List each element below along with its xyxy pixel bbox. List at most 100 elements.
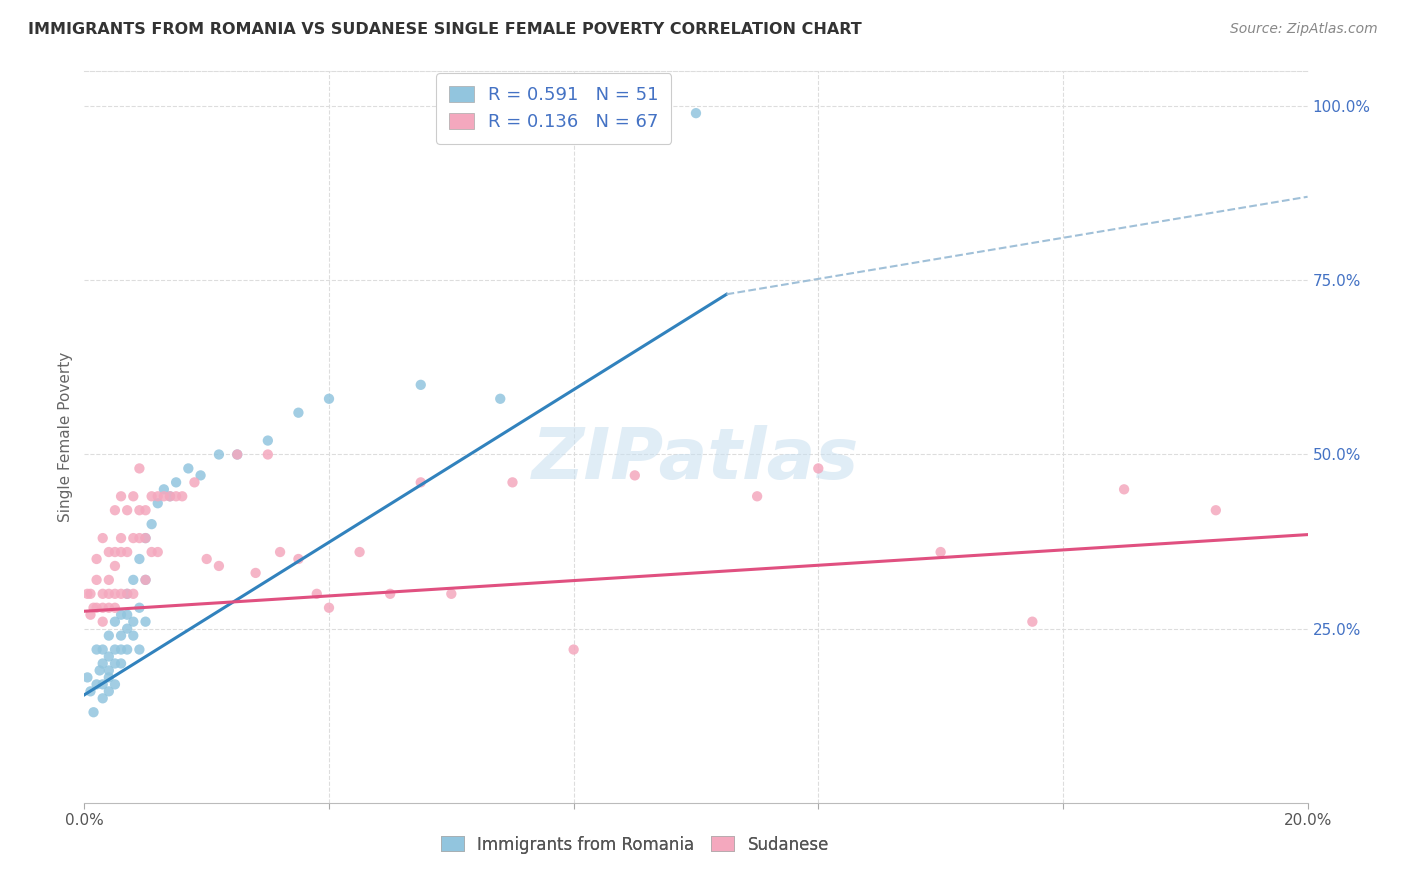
Point [122, 615, 145, 629]
Point [135, 573, 157, 587]
Point [104, 600, 127, 615]
Point [195, 552, 218, 566]
Point [97, 670, 120, 684]
Point [91, 691, 114, 706]
Point [747, 489, 769, 503]
Point [318, 392, 340, 406]
Point [1021, 615, 1043, 629]
Point [685, 106, 707, 120]
Point [153, 489, 176, 503]
Point [79, 587, 101, 601]
Point [349, 545, 371, 559]
Point [104, 503, 127, 517]
Point [128, 503, 150, 517]
Point [190, 468, 212, 483]
Point [624, 468, 647, 483]
Point [146, 489, 169, 503]
Point [104, 558, 127, 573]
Point [128, 552, 150, 566]
Point [153, 483, 176, 497]
Point [409, 475, 432, 490]
Point [146, 496, 169, 510]
Point [89, 664, 111, 678]
Point [172, 489, 194, 503]
Point [97, 545, 120, 559]
Point [135, 615, 157, 629]
Point [257, 448, 280, 462]
Point [409, 377, 432, 392]
Point [226, 448, 249, 462]
Point [135, 531, 157, 545]
Point [122, 489, 145, 503]
Point [318, 600, 340, 615]
Point [79, 684, 101, 698]
Point [141, 545, 163, 559]
Point [287, 406, 309, 420]
Point [110, 545, 132, 559]
Point [86, 677, 108, 691]
Point [165, 475, 187, 490]
Point [104, 587, 127, 601]
Point [1205, 503, 1227, 517]
Point [115, 587, 138, 601]
Point [91, 587, 114, 601]
Point [97, 664, 120, 678]
Point [122, 629, 145, 643]
Point [128, 642, 150, 657]
Point [287, 552, 309, 566]
Point [135, 531, 157, 545]
Point [91, 600, 114, 615]
Point [141, 489, 163, 503]
Point [208, 558, 231, 573]
Point [91, 615, 114, 629]
Point [86, 642, 108, 657]
Point [929, 545, 952, 559]
Point [489, 392, 512, 406]
Point [110, 629, 132, 643]
Text: ZIPatlas: ZIPatlas [533, 425, 859, 493]
Point [380, 587, 402, 601]
Point [135, 573, 157, 587]
Point [110, 657, 132, 671]
Point [110, 607, 132, 622]
Point [97, 573, 120, 587]
Point [104, 642, 127, 657]
Point [269, 545, 291, 559]
Point [122, 573, 145, 587]
Point [97, 684, 120, 698]
Point [104, 545, 127, 559]
Point [91, 531, 114, 545]
Point [159, 489, 181, 503]
Point [110, 642, 132, 657]
Point [91, 642, 114, 657]
Text: IMMIGRANTS FROM ROMANIA VS SUDANESE SINGLE FEMALE POVERTY CORRELATION CHART: IMMIGRANTS FROM ROMANIA VS SUDANESE SING… [28, 22, 862, 37]
Point [115, 642, 138, 657]
Point [128, 600, 150, 615]
Point [115, 545, 138, 559]
Point [135, 503, 157, 517]
Point [86, 600, 108, 615]
Point [159, 489, 181, 503]
Text: Source: ZipAtlas.com: Source: ZipAtlas.com [1230, 22, 1378, 37]
Point [128, 461, 150, 475]
Point [104, 615, 127, 629]
Point [1114, 483, 1136, 497]
Point [562, 642, 585, 657]
Point [104, 677, 127, 691]
Point [305, 587, 328, 601]
Point [226, 448, 249, 462]
Point [76, 670, 98, 684]
Point [165, 489, 187, 503]
Point [141, 517, 163, 532]
Point [110, 531, 132, 545]
Point [79, 607, 101, 622]
Point [104, 657, 127, 671]
Point [128, 531, 150, 545]
Point [83, 600, 105, 615]
Point [115, 607, 138, 622]
Point [208, 448, 231, 462]
Point [115, 503, 138, 517]
Point [502, 475, 524, 490]
Point [183, 475, 205, 490]
Point [86, 552, 108, 566]
